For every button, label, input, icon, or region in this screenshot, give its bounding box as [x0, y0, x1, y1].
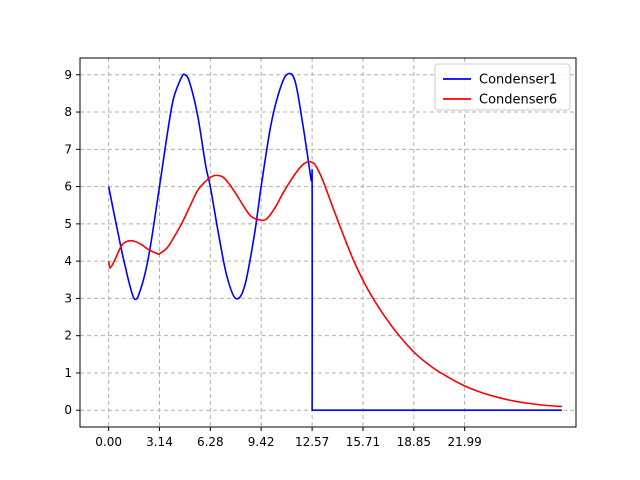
x-tick-label: 21.99 [447, 435, 481, 449]
y-tick-label: 4 [64, 254, 72, 268]
x-tick-label: 18.85 [397, 435, 431, 449]
y-tick-label: 3 [64, 291, 72, 305]
legend-label: Condenser6 [479, 93, 557, 108]
legend-label: Condenser1 [479, 73, 557, 88]
x-tick-label: 12.57 [295, 435, 329, 449]
x-tick-label: 6.28 [197, 435, 224, 449]
tick-layer: 0.00 3.14 6.28 9.42 12.57 15.71 18.85 21.99 0 1 2 3… [64, 68, 481, 449]
x-tick-label: 15.71 [346, 435, 380, 449]
plot-area-frame [79, 57, 577, 428]
y-tick-label: 0 [64, 403, 72, 417]
y-tick-label: 5 [64, 217, 72, 231]
x-tick-label: 9.42 [248, 435, 275, 449]
y-tick-label: 9 [64, 68, 72, 82]
y-tick-label: 8 [64, 105, 72, 119]
y-tick-label: 7 [64, 142, 72, 156]
x-tick-label: 0.00 [95, 435, 122, 449]
y-tick-label: 1 [64, 366, 72, 380]
x-tick-label: 3.14 [146, 435, 173, 449]
series-layer [107, 72, 562, 412]
y-tick-label: 6 [64, 180, 72, 194]
legend: Condenser1 Condenser6 [434, 63, 571, 111]
series-line-condenser6 [107, 160, 562, 408]
series-line-condenser1 [107, 72, 562, 412]
grid-layer [80, 58, 576, 427]
y-tick-label: 2 [64, 329, 72, 343]
